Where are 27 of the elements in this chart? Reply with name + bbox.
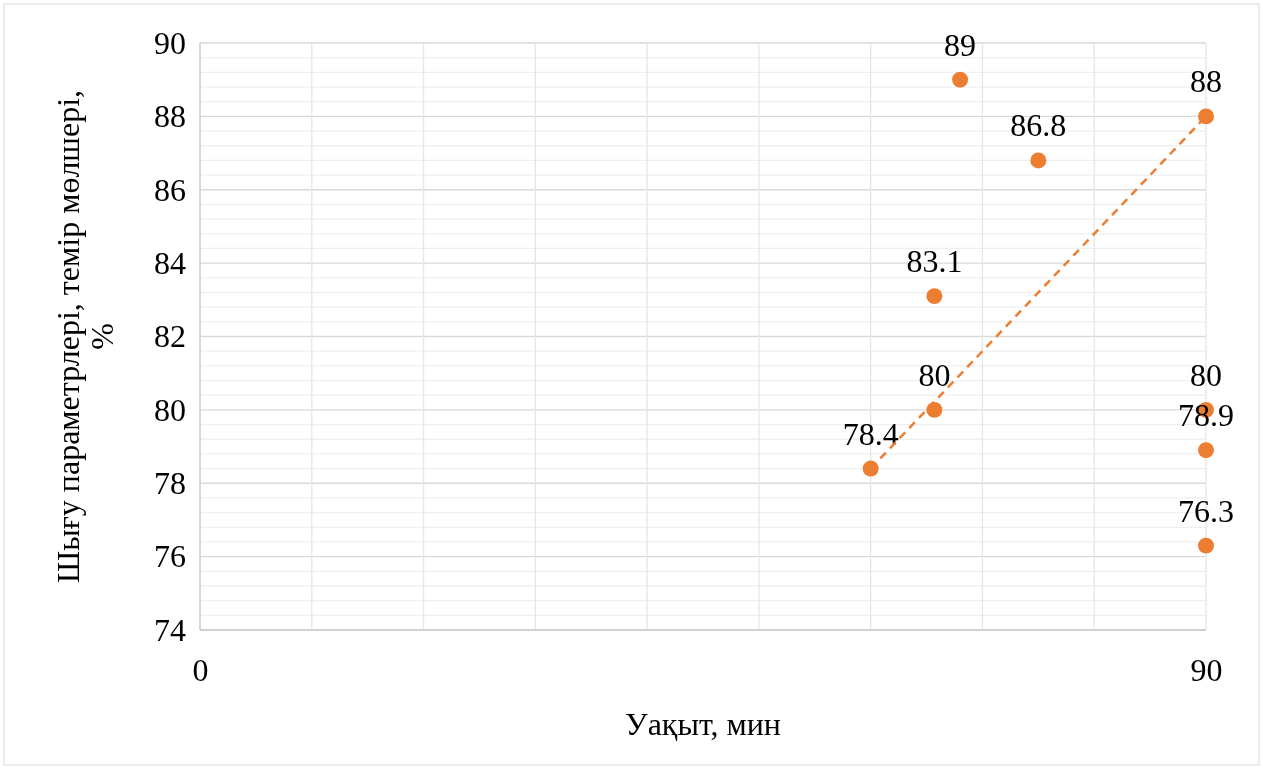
point — [1198, 108, 1214, 125]
y-axis-title: Шығу параметрлері, темір мөлшері, % — [50, 89, 120, 584]
x-axis-title: Уақыт, мин — [625, 706, 781, 742]
y-tick-label: 86 — [154, 171, 186, 208]
point — [952, 71, 969, 88]
data-label: 78.9 — [1178, 397, 1234, 434]
y-tick-label: 76 — [154, 538, 186, 575]
y-tick-label: 88 — [154, 98, 186, 135]
y-tick-label: 78 — [154, 464, 186, 501]
point — [1198, 537, 1214, 554]
data-label: 89 — [944, 26, 977, 63]
point — [1198, 442, 1214, 459]
data-label: 76.3 — [1178, 492, 1234, 529]
point — [926, 288, 943, 305]
data-label: 88 — [1190, 63, 1222, 100]
data-label: 80 — [1190, 356, 1222, 393]
point — [1030, 152, 1047, 169]
data-label: 78.4 — [842, 415, 899, 452]
y-tick-label: 90 — [154, 24, 186, 61]
y-tick-label: 74 — [154, 611, 186, 648]
x-tick-label: 0 — [192, 651, 209, 688]
data-label: 83.1 — [906, 243, 963, 280]
data-label: 80 — [918, 356, 951, 393]
y-tick-label: 80 — [154, 391, 186, 428]
y-tick-label: 84 — [154, 244, 186, 281]
data-label: 86.8 — [1010, 107, 1067, 144]
y-tick-label: 82 — [154, 318, 186, 355]
